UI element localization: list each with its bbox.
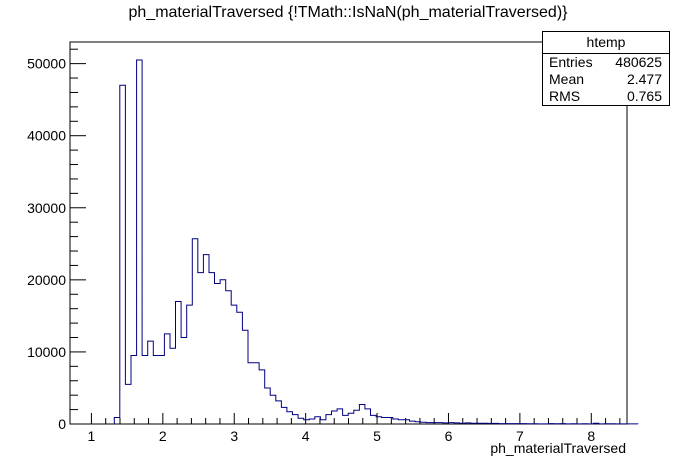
chart-title: ph_materialTraversed {!TMath::IsNaN(ph_m…	[128, 4, 568, 21]
x-tick-label: 6	[445, 428, 453, 444]
stats-row-rms: RMS 0.765	[543, 88, 669, 105]
stats-value: 2.477	[626, 71, 662, 87]
stats-value: 0.765	[626, 88, 662, 104]
stats-title: htemp	[543, 32, 669, 54]
stats-label: RMS	[549, 88, 581, 104]
x-axis-label: ph_materialTraversed	[490, 440, 626, 456]
stats-label: Entries	[549, 54, 593, 70]
stats-row-mean: Mean 2.477	[543, 71, 669, 88]
y-tick-label: 40000	[27, 128, 66, 144]
x-tick-label: 1	[88, 428, 96, 444]
x-tick-label: 3	[230, 428, 238, 444]
x-tick-label: 7	[516, 428, 524, 444]
y-tick-label: 10000	[27, 344, 66, 360]
y-tick-label: 0	[58, 416, 66, 432]
stats-row-entries: Entries 480625	[543, 54, 669, 71]
y-tick-label: 20000	[27, 272, 66, 288]
histogram-line	[113, 59, 639, 425]
x-tick-label: 2	[159, 428, 167, 444]
x-tick-label: 8	[587, 428, 595, 444]
y-tick-label: 50000	[27, 56, 66, 72]
stats-box: htemp Entries 480625 Mean 2.477 RMS 0.76…	[542, 31, 670, 106]
axis-ticks: 1 2 3 4 5 6 7 8 0 10000 20000 30000 40000 50000	[27, 48, 621, 444]
stats-label: Mean	[549, 71, 585, 87]
y-tick-label: 30000	[27, 200, 66, 216]
stats-value: 480625	[615, 54, 662, 70]
x-tick-label: 5	[373, 428, 381, 444]
x-tick-label: 4	[302, 428, 310, 444]
